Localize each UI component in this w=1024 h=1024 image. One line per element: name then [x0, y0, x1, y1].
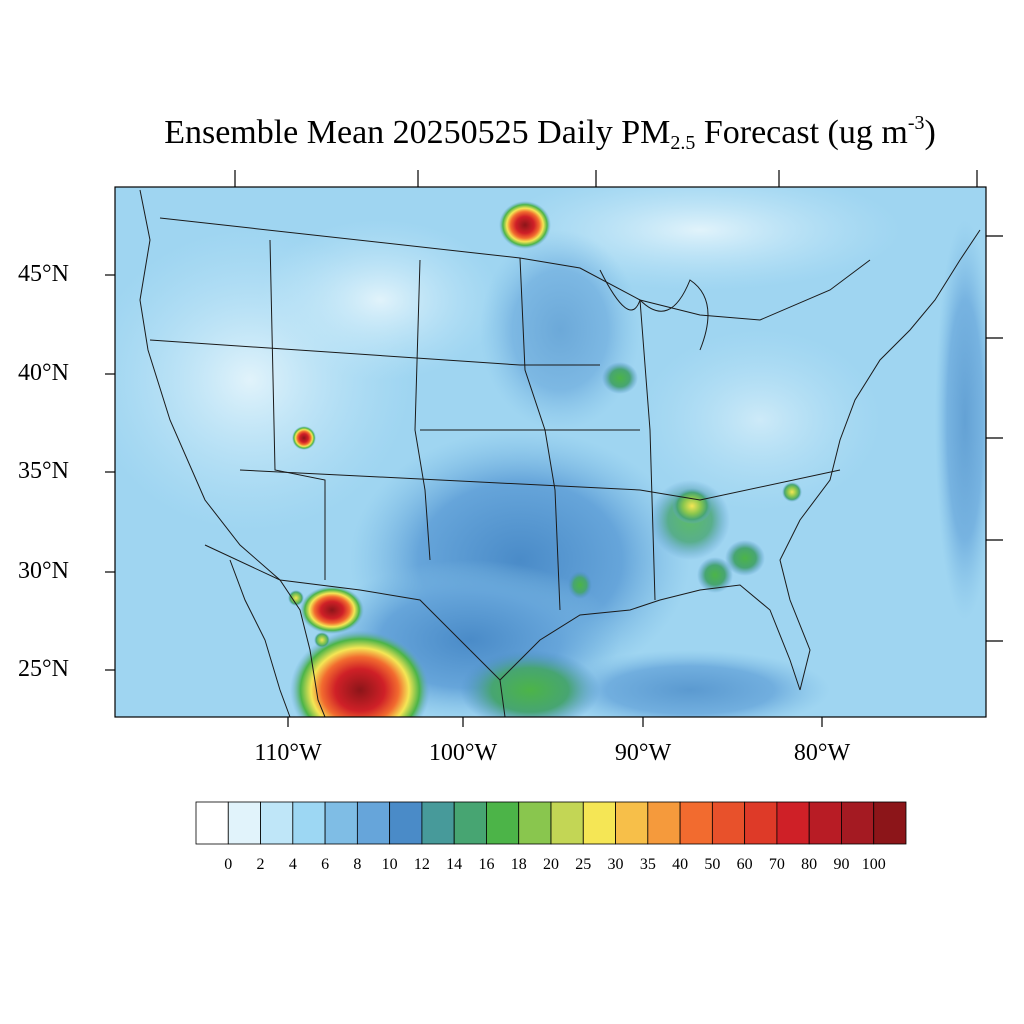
state-line-central: [414, 259, 431, 561]
title-suffix: ): [924, 114, 936, 151]
map-frame: [114, 186, 987, 718]
colorbar-swatch: [615, 801, 649, 845]
colorbar-label: 14: [446, 856, 463, 873]
upper-midwest-haze: [480, 230, 640, 430]
gulf-coastline: [499, 584, 801, 691]
lat-label-40: 40°N: [18, 360, 69, 386]
colorbar-label: 70: [768, 856, 785, 873]
colorbar-label: 60: [736, 856, 753, 873]
lat-label-25: 25°N: [18, 656, 69, 682]
hotspot-chihuahua-small: [314, 632, 330, 648]
atlantic-coastline: [779, 229, 981, 691]
state-line-east-central: [639, 299, 656, 601]
colorbar-swatch: [518, 801, 552, 845]
hotspot-chihuahua-north: [300, 586, 364, 634]
colorbar-label: 6: [321, 856, 330, 873]
lat-label-45: 45°N: [18, 261, 69, 287]
colorbar-label: 16: [478, 856, 495, 873]
georgia-plume: [725, 540, 765, 576]
colorbar-label: 35: [639, 856, 656, 873]
colorbar-swatch: [550, 801, 584, 845]
hotspot-chihuahua-south: [290, 630, 430, 717]
lat-label-35: 35°N: [18, 458, 69, 484]
colorbar-swatch: [486, 801, 520, 845]
colorbar-swatch: [195, 801, 229, 845]
northern-plains-clean-region: [260, 220, 500, 380]
colorbar-swatch: [679, 801, 713, 845]
colorbar-swatch: [744, 801, 778, 845]
ohio-valley-light-region: [640, 330, 880, 510]
colorbar-swatch: [808, 801, 842, 845]
colorbar-label: 20: [543, 856, 559, 873]
colorbar-swatch: [647, 801, 681, 845]
hotspot-sonora: [288, 590, 304, 606]
colorbar-swatch: [356, 801, 391, 845]
colorbar-label: 90: [833, 856, 850, 873]
colorbar-label: 30: [607, 856, 624, 873]
map-title: Ensemble Mean 20250525 Daily PM2.5 Forec…: [0, 112, 1024, 155]
hotspot-north-dakota-manitoba: [499, 201, 551, 249]
colorbar-swatch: [324, 801, 358, 845]
colorbar-label: 40: [672, 856, 689, 873]
colorbar-label: 2: [256, 856, 265, 873]
chicago-plume: [602, 362, 638, 394]
colorbar-label: 0: [224, 856, 233, 873]
colorbar-swatch: [292, 801, 326, 845]
colorbar-swatch: [873, 801, 907, 845]
hotspot-north-carolina: [782, 482, 802, 502]
colorbar-label: 18: [510, 856, 527, 873]
colorbar-swatch: [711, 801, 746, 845]
atlantic-haze: [935, 220, 986, 620]
map-ticks: [105, 170, 1003, 727]
lat-label-30: 30°N: [18, 558, 69, 584]
title-middle: Forecast (ug m: [695, 114, 908, 151]
title-superscript: -3: [907, 112, 925, 134]
state-line-42: [149, 339, 600, 366]
colorbar-label: 8: [353, 856, 362, 873]
colorbar-swatch: [776, 801, 810, 845]
boundaries: [139, 189, 981, 717]
colorbar-swatch: [453, 801, 487, 845]
colorbar-swatch: [227, 801, 261, 845]
lon-label-110w: 110°W: [254, 740, 322, 766]
colorbar-swatch: [582, 801, 616, 845]
georgia-plume-2: [697, 557, 733, 593]
title-subscript: 2.5: [670, 132, 696, 154]
colorbar-label: 50: [704, 856, 721, 873]
state-line-west: [269, 239, 326, 580]
baja-coastline: [229, 559, 291, 717]
colorbar: [195, 801, 907, 845]
state-line-mississippi: [519, 257, 561, 611]
colorbar-swatch: [260, 801, 294, 845]
pacific-coastline: [139, 189, 326, 717]
gulf-haze: [550, 650, 830, 717]
us-mexico-border: [204, 544, 471, 651]
lon-label-100w: 100°W: [428, 740, 498, 766]
colorbar-label: 80: [801, 856, 818, 873]
colorbar-label: 4: [288, 856, 297, 873]
colorbar-swatch: [389, 801, 423, 845]
gulf-coast-plume: [460, 650, 600, 717]
colorbar-label: 25: [575, 856, 592, 873]
colorbar-label: 12: [413, 856, 430, 873]
colorbar-label: 100: [861, 856, 886, 873]
map-field: [115, 187, 986, 717]
hotspot-tennessee: [672, 488, 712, 524]
lon-label-80w: 80°W: [793, 740, 851, 766]
lon-label-90w: 90°W: [614, 740, 672, 766]
great-lakes-shore: [599, 269, 709, 351]
great-lakes-border: [519, 257, 871, 321]
state-line-36: [239, 469, 841, 501]
louisiana-plume: [568, 571, 592, 599]
title-prefix: Ensemble Mean 20250525 Daily PM: [164, 114, 671, 151]
colorbar-swatch: [421, 801, 455, 845]
colorbar-label: 10: [381, 856, 398, 873]
hotspot-utah: [292, 426, 316, 450]
us-canada-border: [159, 217, 521, 259]
colorbar-swatch: [841, 801, 875, 845]
